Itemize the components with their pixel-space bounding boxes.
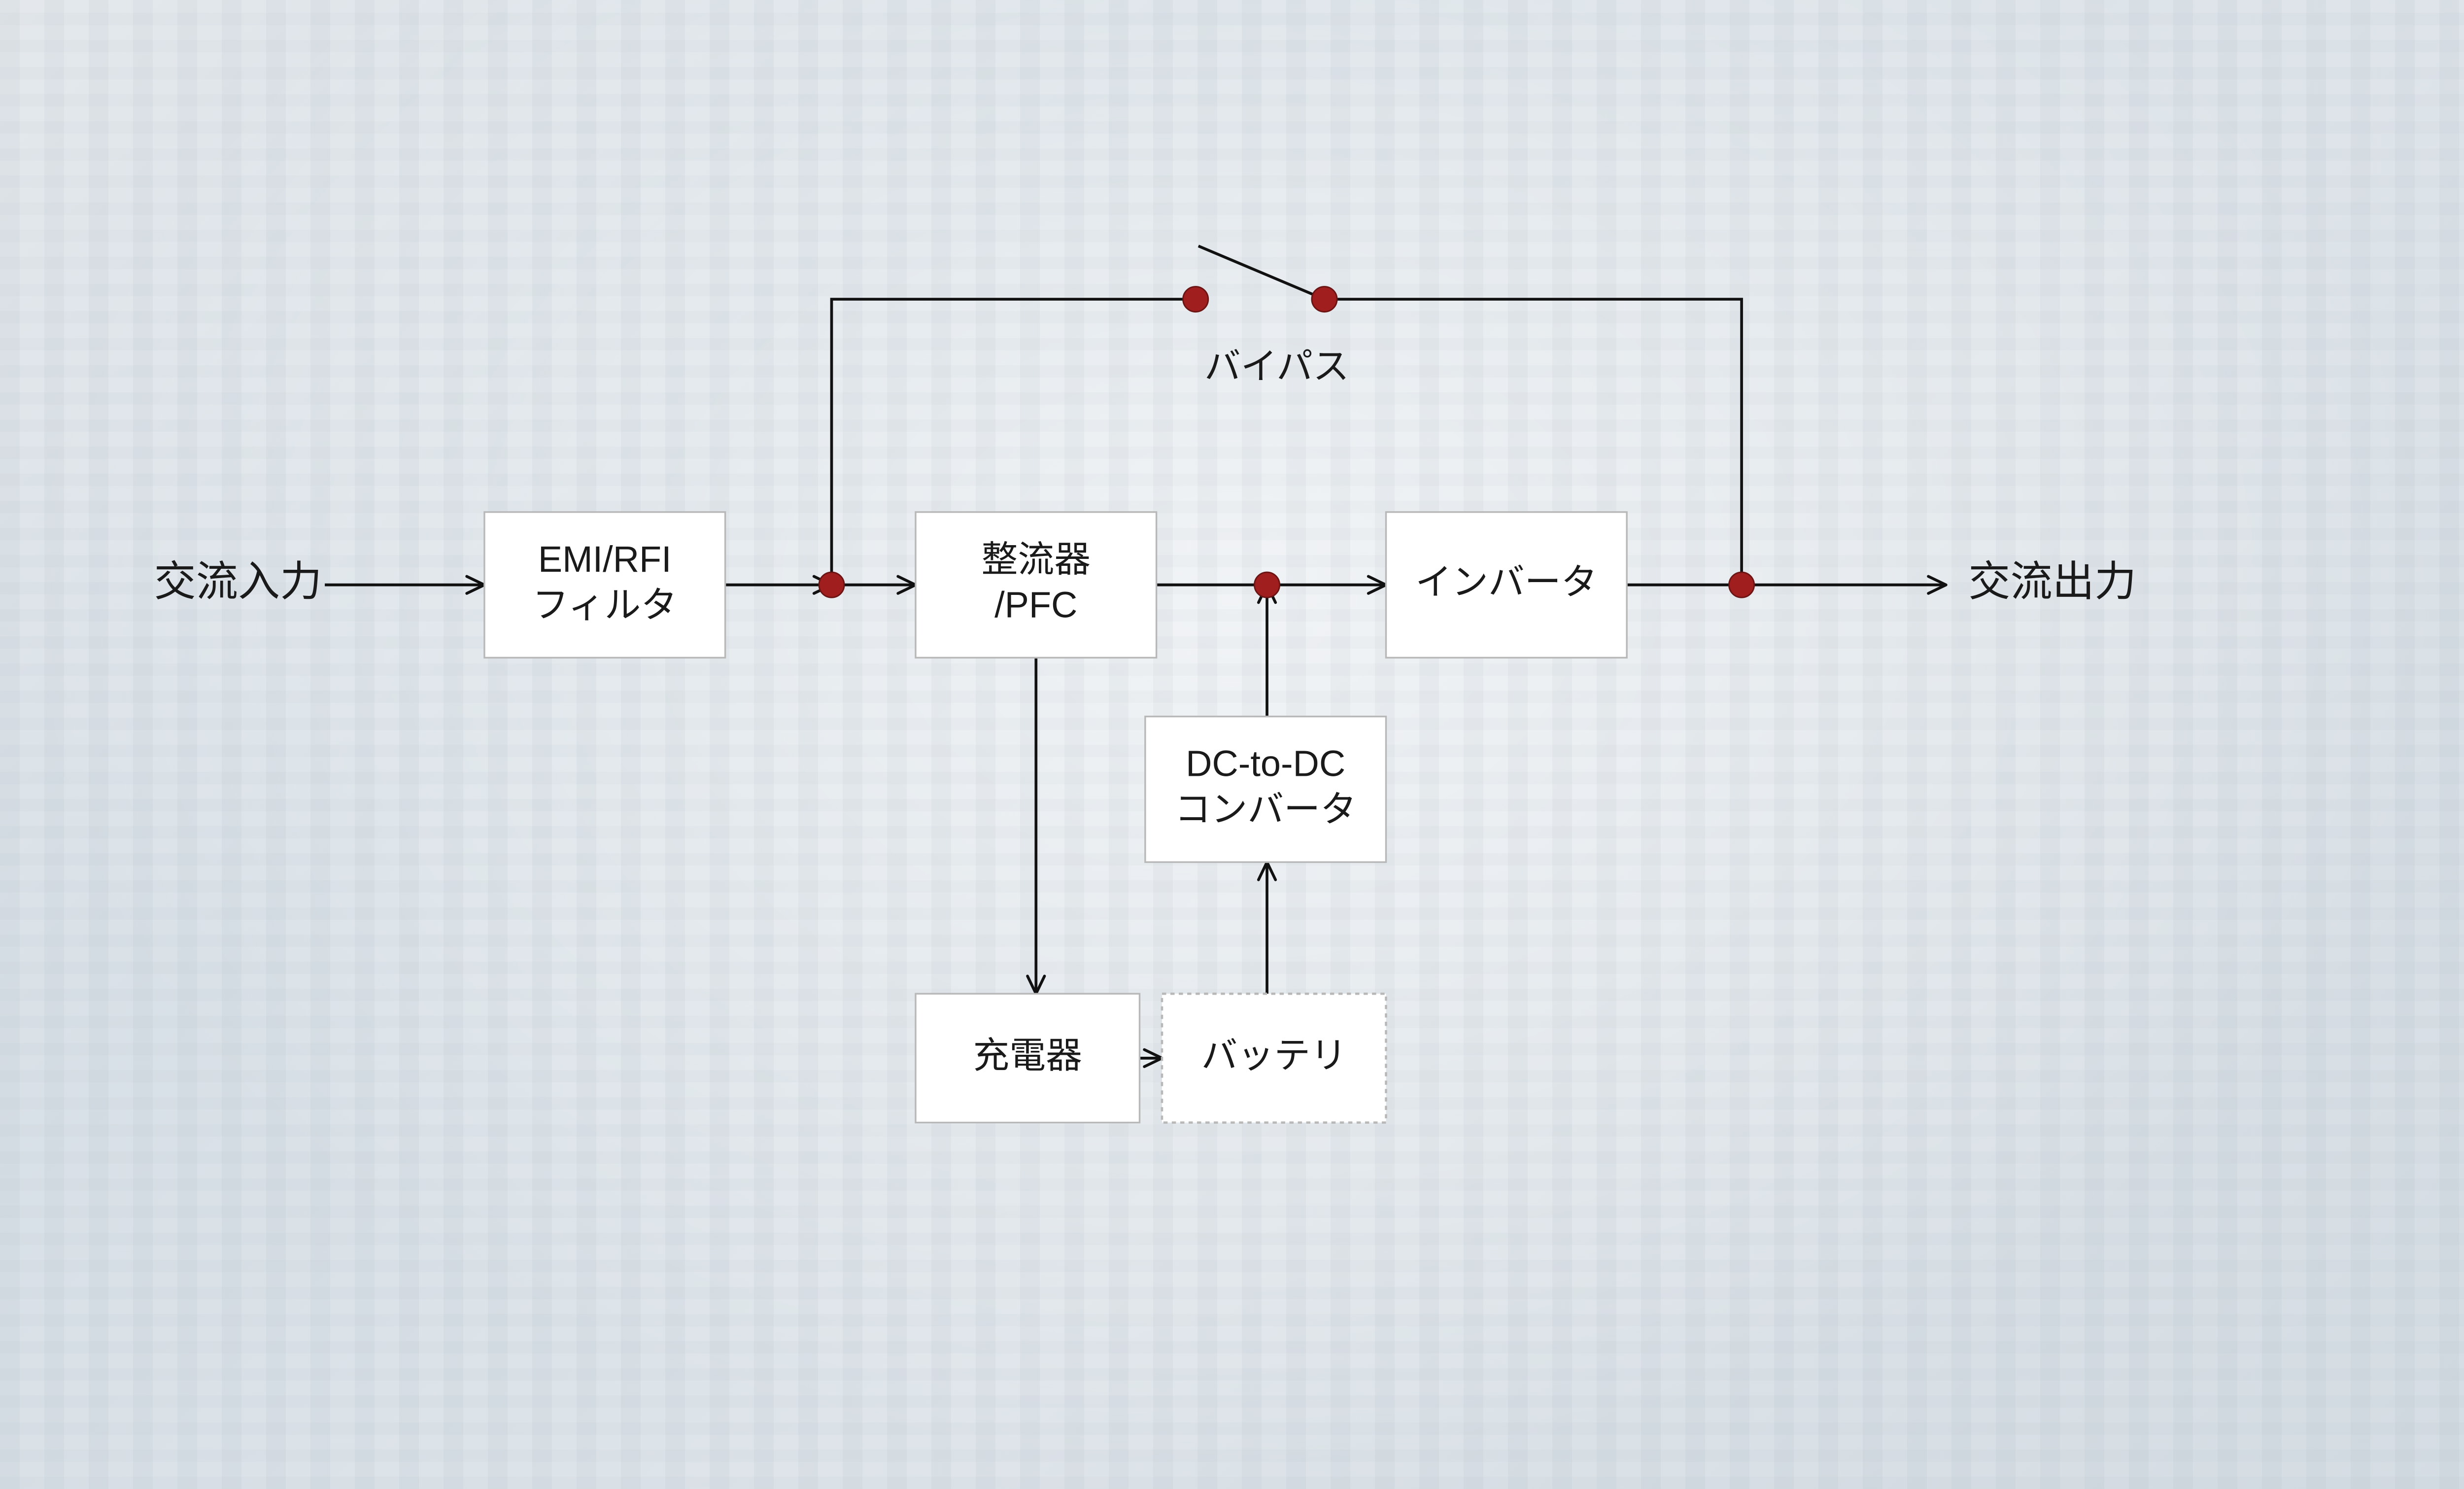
node-label: インバータ <box>1415 561 1597 602</box>
junction-j3 <box>1729 572 1754 597</box>
node-label: バッテリ <box>1201 1035 1347 1075</box>
ups-block-diagram: EMI/RFIフィルタ 整流器/PFC インバータ DC-to-DC コンバータ充電器 バ… <box>0 0 2464 1489</box>
node-rect: 整流器/PFC <box>916 512 1157 658</box>
node-charger: 充電器 <box>916 994 1140 1122</box>
io-label-ac_in: 交流入力 <box>154 558 322 605</box>
node-label: DC-to-DC <box>1186 743 1345 784</box>
bypass-switch-arm <box>1198 246 1325 299</box>
node-dcdc: DC-to-DC コンバータ <box>1145 717 1386 862</box>
node-battery: バッテリ <box>1162 994 1386 1122</box>
junction-j2 <box>1254 572 1279 597</box>
junction-j1 <box>819 572 844 597</box>
junction-sw_a <box>1183 287 1208 312</box>
node-inverter: インバータ <box>1386 512 1627 658</box>
node-label: EMI/RFI <box>538 539 672 580</box>
node-label: 充電器 <box>973 1035 1082 1075</box>
node-label: フィルタ <box>532 584 677 625</box>
node-label: /PFC <box>994 584 1077 625</box>
node-label: 整流器 <box>981 539 1091 580</box>
node-emi: EMI/RFIフィルタ <box>484 512 725 658</box>
node-label: コンバータ <box>1175 789 1357 830</box>
label-bypass: バイパス <box>1204 346 1349 387</box>
junction-sw_b <box>1312 287 1337 312</box>
io-label-ac_out: 交流出力 <box>1968 558 2136 605</box>
